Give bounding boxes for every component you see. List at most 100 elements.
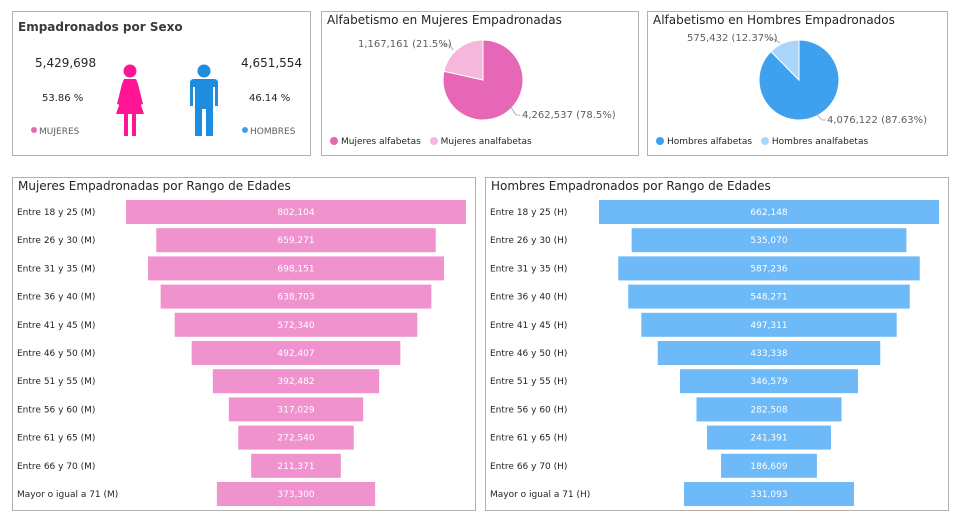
men-age-value-label: 587,236 [750,264,787,274]
men-age-value-label: 186,609 [750,462,787,472]
men-count: 4,651,554 [241,56,303,70]
women-age-category-label: Entre 18 y 25 (M) [17,208,95,218]
women-age-bar[interactable] [238,425,354,450]
women-age-funnel: Entre 18 y 25 (M) 802,104 Entre 26 y 30 (M… [17,200,466,506]
legend-mujeres-analfabetas[interactable]: Mujeres analfabetas [429,137,532,147]
women-pie-slice-1[interactable] [443,39,484,81]
women-legend: MUJERES [31,127,79,137]
men-age-bar[interactable] [657,341,881,365]
women-age-bar[interactable] [160,284,432,309]
legend-label-mujeres-alfabetas: Mujeres alfabetas [341,137,421,147]
men-age-bar[interactable] [707,425,831,450]
legend-label-hombres-alfabetas: Hombres alfabetas [667,137,753,147]
men-age-category-label: Mayor o igual a 71 (H) [490,490,590,500]
women-age-bar[interactable] [148,256,444,281]
women-age-title: Mujeres Empadronadas por Rango de Edades [18,179,291,193]
women-literacy-legend: Mujeres alfabetas Mujeres analfabetas [330,137,538,147]
men-pie-label-analfabetas: 575,432 (12.37%) [687,33,778,44]
women-age-bar[interactable] [191,341,401,365]
men-pct: 46.14 % [249,93,291,104]
women-legend-label: MUJERES [39,127,80,137]
men-age-bar[interactable] [696,397,842,422]
men-age-bar[interactable] [684,482,855,506]
women-age-value-label: 698,151 [277,264,314,274]
men-age-value-label: 282,508 [750,405,787,415]
men-age-value-label: 241,391 [750,434,787,444]
legend-label-hombres-analfabetas: Hombres analfabetas [771,137,869,147]
legend-dot-hombres-alfabetas [656,137,664,145]
women-pie-leader-0 [509,105,520,116]
women-age-bar[interactable] [212,369,380,394]
men-age-value-label: 346,579 [750,377,787,387]
men-pie-label-alfabetas: 4,076,122 (87.63%) [827,115,928,126]
men-age-bar[interactable] [721,453,817,478]
men-age-funnel: Entre 18 y 25 (H) 662,148 Entre 26 y 30 (H… [490,200,939,506]
man-icon [190,64,218,136]
women-age-bar[interactable] [126,200,466,224]
women-literacy-card: Alfabetismo en Mujeres Empadronadas 1,16… [321,11,639,156]
women-pie-label-analfabetas: 1,167,161 (21.5%) [358,39,452,50]
men-literacy-title: Alfabetismo en Hombres Empadronados [653,13,895,27]
men-literacy-pie [758,38,840,121]
men-legend: HOMBRES [242,127,295,137]
men-age-category-label: Entre 26 y 30 (H) [490,236,567,246]
women-age-category-label: Mayor o igual a 71 (M) [17,490,118,500]
men-age-category-label: Entre 41 y 45 (H) [490,321,567,331]
women-pie-leader-1 [441,44,454,51]
men-age-bar[interactable] [628,284,910,309]
legend-dot-mujeres-analfabetas [429,137,438,145]
men-legend-label: HOMBRES [250,127,296,137]
men-age-category-label: Entre 18 y 25 (H) [490,208,567,218]
men-age-category-label: Entre 36 y 40 (H) [490,293,567,303]
men-age-value-label: 662,148 [750,208,787,218]
women-pct: 53.86 % [42,93,84,104]
women-age-category-label: Entre 61 y 65 (M) [17,434,95,444]
men-age-bar[interactable] [680,369,858,394]
men-age-value-label: 331,093 [750,490,787,500]
legend-dot-mujeres-alfabetas [330,137,338,145]
women-legend-dot [31,127,37,133]
women-age-category-label: Entre 66 y 70 (M) [17,462,95,472]
women-age-category-label: Entre 46 y 50 (M) [17,349,95,359]
women-age-value-label: 272,540 [277,434,314,444]
men-literacy-legend: Hombres alfabetas Hombres analfabetas [656,137,874,147]
men-pie-leader-0 [815,113,826,121]
men-age-category-label: Entre 46 y 50 (H) [490,349,567,359]
women-pie-label-alfabetas: 4,262,537 (78.5%) [522,110,616,121]
women-age-bar[interactable] [251,453,341,478]
men-age-bar[interactable] [641,312,897,337]
women-age-bar[interactable] [156,228,436,253]
women-age-bar[interactable] [216,482,376,506]
men-age-category-label: Entre 51 y 55 (H) [490,377,567,387]
legend-mujeres-alfabetas[interactable]: Mujeres alfabetas [330,137,421,147]
women-age-value-label: 802,104 [277,208,314,218]
women-age-value-label: 492,407 [277,349,314,359]
women-age-value-label: 572,340 [277,321,314,331]
men-age-category-label: Entre 61 y 65 (H) [490,434,567,444]
men-age-bar[interactable] [618,256,920,281]
women-age-card: Mujeres Empadronadas por Rango de Edades… [12,177,476,511]
men-pie-slice-1[interactable] [770,39,800,82]
men-literacy-card: Alfabetismo en Hombres Empadronados 575,… [647,11,948,156]
women-age-value-label: 392,482 [277,377,314,387]
men-age-bar[interactable] [599,200,939,224]
men-age-value-label: 433,338 [750,349,787,359]
men-age-category-label: Entre 56 y 60 (H) [490,405,567,415]
women-age-bar[interactable] [228,397,364,422]
legend-hombres-alfabetas[interactable]: Hombres alfabetas [656,137,752,147]
men-pie-leader-1 [767,38,781,44]
men-age-title: Hombres Empadronados por Rango de Edades [491,179,771,193]
men-age-value-label: 535,070 [750,236,787,246]
women-age-category-label: Entre 36 y 40 (M) [17,293,95,303]
men-age-value-label: 497,311 [750,321,787,331]
women-literacy-pie [441,39,524,121]
women-age-category-label: Entre 31 y 35 (M) [17,264,95,274]
men-age-category-label: Entre 66 y 70 (H) [490,462,567,472]
men-age-bar[interactable] [631,228,907,253]
women-count: 5,429,698 [35,56,97,70]
women-age-value-label: 211,371 [277,462,314,472]
legend-hombres-analfabetas[interactable]: Hombres analfabetas [760,137,869,147]
women-age-category-label: Entre 51 y 55 (M) [17,377,95,387]
men-legend-dot [242,127,248,133]
women-age-bar[interactable] [174,312,418,337]
